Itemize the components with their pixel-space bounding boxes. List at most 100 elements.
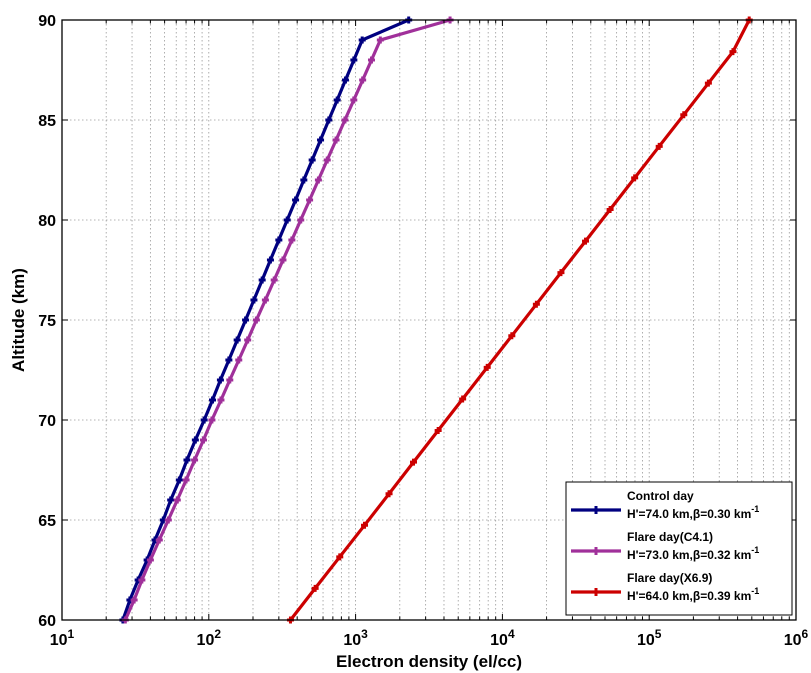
y-tick-label: 80 — [38, 213, 56, 230]
data-point-marker — [385, 490, 393, 498]
data-point-marker — [655, 142, 663, 150]
data-point-marker — [341, 76, 349, 84]
data-point-marker — [183, 456, 191, 464]
data-point-marker — [323, 156, 331, 164]
x-tick-label: 104 — [490, 627, 515, 649]
data-point-marker — [258, 276, 266, 284]
y-tick-label: 60 — [38, 613, 56, 630]
y-tick-label: 90 — [38, 13, 56, 30]
data-point-marker — [216, 376, 224, 384]
data-point-marker — [167, 496, 175, 504]
data-point-marker — [226, 376, 234, 384]
data-point-marker — [341, 116, 349, 124]
data-point-marker — [138, 576, 146, 584]
data-point-marker — [358, 36, 366, 44]
data-point-marker — [164, 516, 172, 524]
data-point-marker — [367, 56, 375, 64]
data-point-marker — [508, 332, 516, 340]
data-point-marker — [244, 336, 252, 344]
data-point-marker — [261, 296, 269, 304]
legend-series-params: H'=64.0 km,β=0.39 km-1 — [627, 586, 759, 603]
data-point-marker — [146, 556, 154, 564]
x-tick-label: 101 — [50, 627, 75, 649]
data-point-marker — [333, 96, 341, 104]
data-point-marker — [704, 79, 712, 87]
data-point-marker — [182, 476, 190, 484]
data-point-marker — [175, 476, 183, 484]
data-point-marker — [217, 396, 225, 404]
data-point-marker — [311, 584, 319, 592]
data-point-marker — [300, 176, 308, 184]
series-layer — [119, 16, 753, 624]
data-point-marker — [250, 296, 258, 304]
data-point-marker — [235, 356, 243, 364]
x-tick-label: 103 — [343, 627, 368, 649]
legend-series-params: H'=74.0 km,β=0.30 km-1 — [627, 504, 759, 521]
data-point-marker — [350, 96, 358, 104]
data-point-marker — [233, 336, 241, 344]
data-point-marker — [680, 111, 688, 119]
legend-series-title: Control day — [627, 489, 694, 503]
legend-marker — [592, 547, 600, 555]
data-point-marker — [361, 521, 369, 529]
y-tick-label: 85 — [38, 113, 56, 130]
data-point-marker — [332, 136, 340, 144]
series-line — [289, 19, 751, 621]
legend-marker — [592, 588, 600, 596]
data-point-marker — [130, 596, 138, 604]
data-point-marker — [434, 427, 442, 435]
y-tick-label: 70 — [38, 413, 56, 430]
tick-labels: 60 65 70 75 80 85 90 101 102 103 104 105 106 — [38, 13, 808, 649]
data-point-marker — [191, 436, 199, 444]
x-tick-label: 102 — [197, 627, 222, 649]
legend-marker — [592, 506, 600, 514]
data-point-marker — [376, 36, 384, 44]
y-tick-label: 75 — [38, 313, 56, 330]
data-point-marker — [266, 256, 274, 264]
data-point-marker — [350, 56, 358, 64]
legend-series-title: Flare day(X6.9) — [627, 571, 712, 585]
data-point-marker — [306, 196, 314, 204]
data-point-marker — [314, 176, 322, 184]
x-tick-label: 106 — [784, 627, 809, 649]
data-point-marker — [483, 363, 491, 371]
data-point-marker — [359, 76, 367, 84]
data-point-marker — [270, 276, 278, 284]
data-point-marker — [173, 496, 181, 504]
x-tick-label: 105 — [637, 627, 662, 649]
data-point-marker — [292, 196, 300, 204]
data-point-marker — [631, 174, 639, 182]
data-point-marker — [308, 156, 316, 164]
data-point-marker — [317, 136, 325, 144]
data-point-marker — [297, 216, 305, 224]
data-point-marker — [252, 316, 260, 324]
data-point-marker — [191, 456, 199, 464]
data-point-marker — [283, 216, 291, 224]
data-point-marker — [209, 396, 217, 404]
data-point-marker — [225, 356, 233, 364]
data-point-marker — [410, 458, 418, 466]
data-point-marker — [200, 416, 208, 424]
legend-series-title: Flare day(C4.1) — [627, 530, 713, 544]
data-point-marker — [459, 395, 467, 403]
data-point-marker — [729, 48, 737, 56]
data-point-marker — [288, 236, 296, 244]
ticks — [61, 19, 796, 621]
data-point-marker — [199, 436, 207, 444]
data-point-marker — [532, 300, 540, 308]
data-point-marker — [325, 116, 333, 124]
legend-series-params: H'=73.0 km,β=0.32 km-1 — [627, 545, 759, 562]
data-point-marker — [208, 416, 216, 424]
data-point-marker — [155, 536, 163, 544]
data-point-marker — [606, 205, 614, 213]
data-point-marker — [279, 256, 287, 264]
data-point-marker — [582, 237, 590, 245]
data-point-marker — [242, 316, 250, 324]
x-axis-title: Electron density (el/cc) — [336, 652, 522, 671]
y-tick-label: 65 — [38, 513, 56, 530]
data-point-marker — [336, 553, 344, 561]
y-axis-title: Altitude (km) — [9, 268, 28, 372]
